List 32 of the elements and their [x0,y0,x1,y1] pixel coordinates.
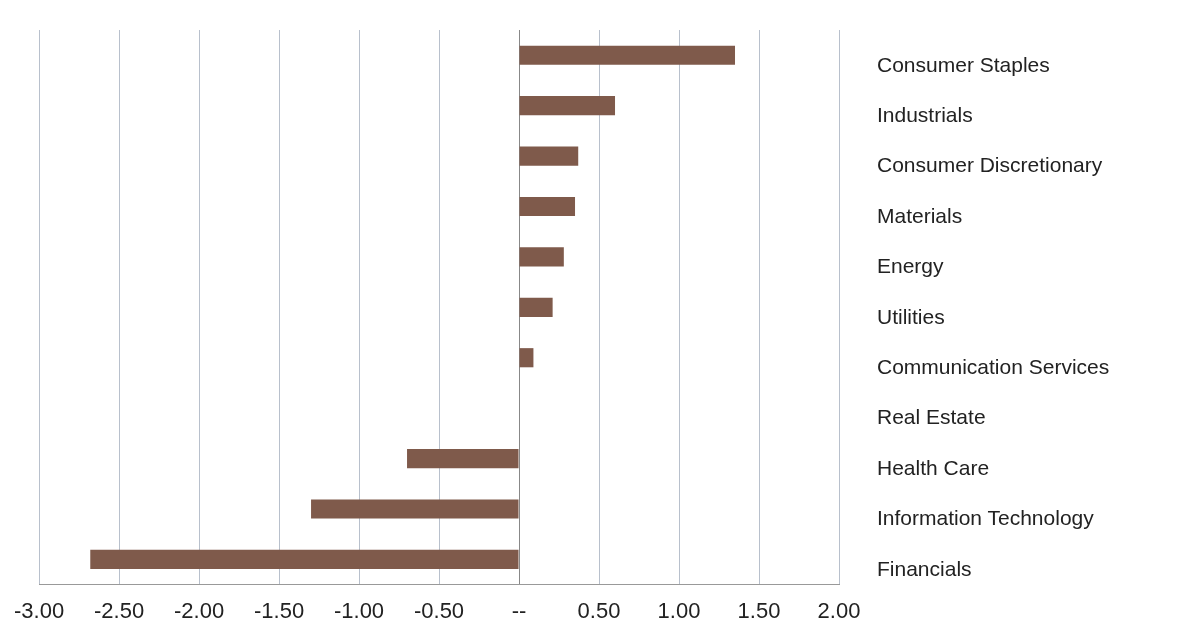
y-tick-label: Information Technology [877,506,1095,530]
bar [311,499,519,519]
x-tick-label: 0.50 [577,597,621,623]
x-tick-label: -3.00 [13,597,65,623]
y-tick-label: Communication Services [877,355,1110,379]
x-tick-label: 1.50 [737,597,781,623]
x-tick-label: -1.00 [333,597,385,623]
bar [519,96,616,116]
bar [519,297,553,317]
x-tick-label: -2.50 [93,597,145,623]
y-tick-label: Utilities [877,304,945,328]
y-tick-label: Industrials [877,102,973,126]
y-tick-label: Financials [877,556,972,580]
bar [519,196,576,217]
y-tick-label: Consumer Discretionary [877,153,1103,177]
bar [519,348,534,368]
y-tick-label: Materials [877,203,963,227]
bar [519,45,736,65]
bar [407,448,519,469]
y-tick-label: Health Care [877,455,990,479]
bar [90,549,519,569]
x-tick-label: 1.00 [657,597,701,623]
x-tick-label: -1.50 [253,597,305,623]
y-tick-label: Consumer Staples [877,52,1050,76]
bar [519,146,579,166]
y-tick-label: Real Estate [877,405,986,429]
x-tick-label: 2.00 [817,597,861,623]
bar [519,247,564,267]
x-tick-label: -0.50 [413,597,465,623]
x-tick-label: -- [511,597,527,623]
x-tick-label: -2.00 [173,597,225,623]
y-tick-label: Energy [877,254,945,278]
